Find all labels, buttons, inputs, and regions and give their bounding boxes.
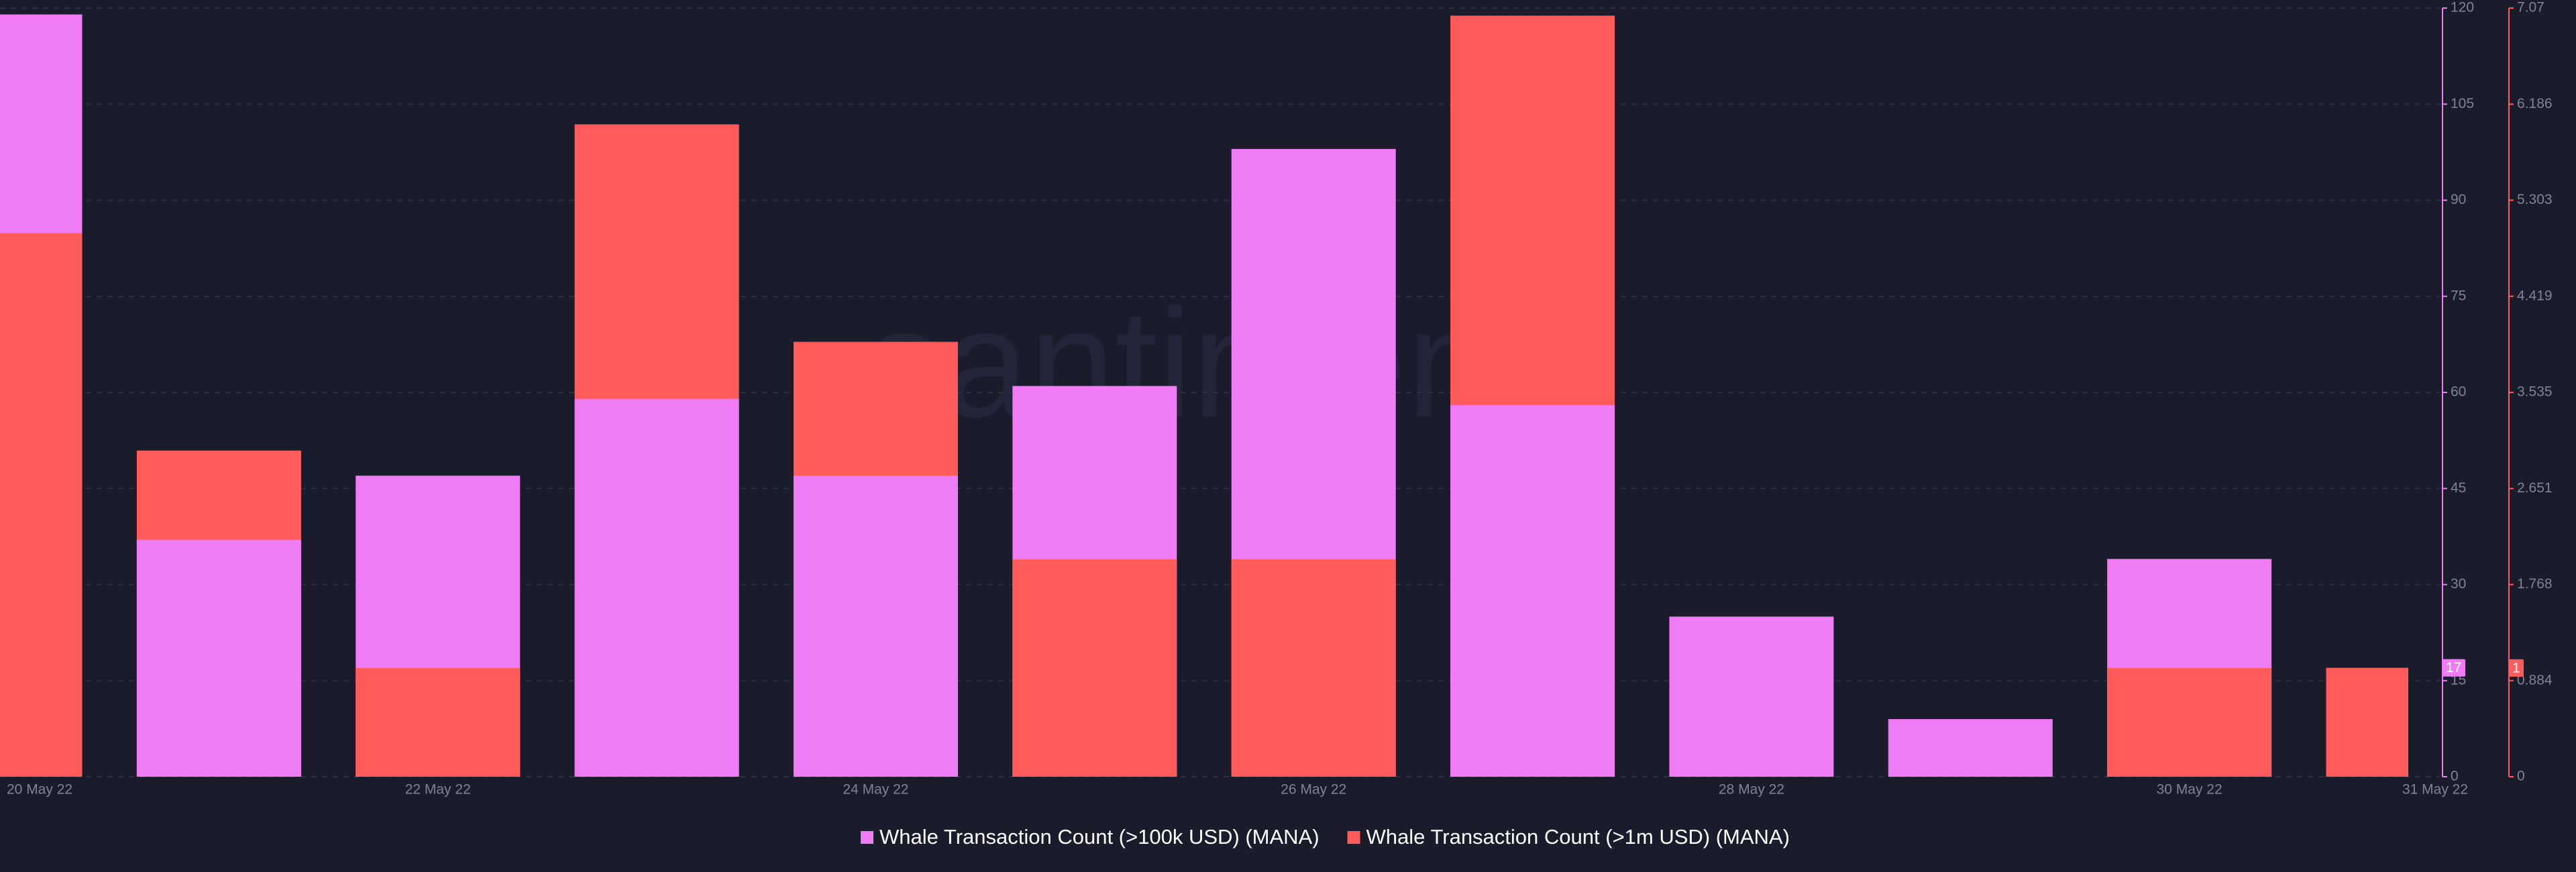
- y2-tick-label: 0: [2517, 769, 2525, 784]
- bar: [0, 233, 83, 777]
- y-tick-label: 60: [2451, 384, 2466, 400]
- legend-swatch: [861, 831, 873, 844]
- axes: 015304560759010512000.8841.7682.6513.535…: [7, 0, 2553, 798]
- y2-tick-label: 0.884: [2517, 672, 2553, 688]
- legend-label: Whale Transaction Count (>100k USD) (MAN…: [879, 825, 1320, 849]
- watermark: santiment: [866, 277, 1535, 449]
- bar: [1669, 616, 1834, 777]
- bar: [1450, 405, 1615, 777]
- y2-tick-label: 7.07: [2517, 0, 2544, 15]
- x-tick-label: 28 May 22: [1719, 782, 1784, 798]
- y2-tick-label: 1.768: [2517, 576, 2553, 592]
- y-tick-label: 120: [2451, 0, 2474, 15]
- x-tick-label: 30 May 22: [2157, 782, 2222, 798]
- y-tick-label: 45: [2451, 480, 2466, 496]
- y-tick-label: 30: [2451, 576, 2466, 592]
- y2-tick-label: 3.535: [2517, 384, 2553, 400]
- bar: [793, 476, 958, 777]
- y2-tick-label: 5.303: [2517, 192, 2553, 207]
- bar: [1888, 719, 2053, 777]
- x-tick-label: 20 May 22: [7, 782, 72, 798]
- y-tick-label: 105: [2451, 96, 2474, 111]
- bar: [2107, 667, 2272, 777]
- bar: [2326, 667, 2408, 777]
- bar: [1231, 559, 1396, 777]
- value-indicator: [2509, 659, 2524, 677]
- legend-label: Whale Transaction Count (>1m USD) (MANA): [1366, 825, 1790, 849]
- x-tick-label: 26 May 22: [1281, 782, 1346, 798]
- bar: [1012, 559, 1177, 777]
- y2-tick-label: 2.651: [2517, 480, 2553, 496]
- value-indicator: [2443, 659, 2465, 677]
- x-tick-label: 22 May 22: [405, 782, 471, 798]
- y-tick-label: 90: [2451, 192, 2466, 207]
- value-indicator-label: 1: [2512, 660, 2520, 675]
- y-tick-label: 0: [2451, 769, 2459, 784]
- bar: [136, 539, 301, 777]
- x-tick-label: 31 May 22: [2402, 782, 2468, 798]
- y2-tick-label: 4.419: [2517, 288, 2553, 303]
- y-tick-label: 75: [2451, 288, 2466, 303]
- y2-tick-label: 6.186: [2517, 96, 2553, 111]
- bar: [356, 667, 521, 777]
- value-indicator-label: 17: [2446, 660, 2461, 675]
- legend-swatch: [1347, 831, 1360, 844]
- x-tick-label: 24 May 22: [843, 782, 908, 798]
- bars: [0, 14, 2408, 777]
- bar: [574, 398, 739, 777]
- legend: Whale Transaction Count (>100k USD) (MAN…: [861, 825, 1790, 849]
